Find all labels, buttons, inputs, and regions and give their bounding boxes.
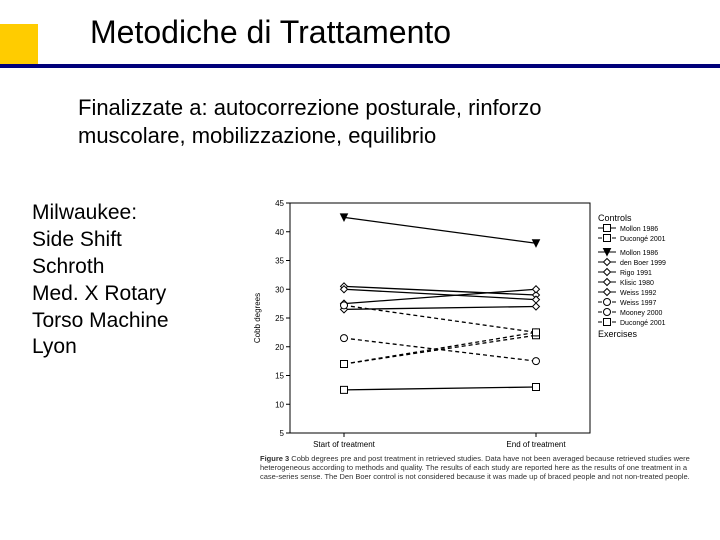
- line-chart: 5 10 15 20 25 30 35 40 45 Cobb degrees Start of tr…: [250, 195, 710, 475]
- svg-text:End of treatment: End of treatment: [506, 440, 566, 449]
- list-item: Milwaukee:: [32, 200, 222, 227]
- svg-text:40: 40: [275, 228, 284, 237]
- svg-text:Start of treatment: Start of treatment: [313, 440, 376, 449]
- svg-text:Mooney 2000: Mooney 2000: [620, 310, 663, 317]
- subtitle-text: Finalizzate a: autocorrezione posturale,…: [78, 94, 638, 149]
- svg-text:35: 35: [275, 257, 284, 266]
- list-item: Lyon: [32, 334, 222, 361]
- list-item: Schroth: [32, 254, 222, 281]
- list-item: Med. X Rotary: [32, 281, 222, 308]
- title-underline: [0, 64, 720, 68]
- list-item: Side Shift: [32, 227, 222, 254]
- svg-text:Mollon 1986: Mollon 1986: [620, 226, 658, 233]
- figure-caption: Figure 3 Cobb degrees pre and post treat…: [260, 454, 700, 481]
- svg-text:30: 30: [275, 285, 284, 294]
- svg-text:45: 45: [275, 199, 284, 208]
- svg-text:Controls: Controls: [598, 213, 632, 223]
- svg-text:Ducongé 2001: Ducongé 2001: [620, 236, 666, 243]
- svg-text:25: 25: [275, 314, 284, 323]
- svg-text:Cobb degrees: Cobb degrees: [253, 293, 262, 343]
- svg-text:den Boer 1999: den Boer 1999: [620, 260, 666, 267]
- accent-square: [0, 24, 38, 64]
- svg-text:20: 20: [275, 343, 284, 352]
- svg-text:Weiss 1992: Weiss 1992: [620, 290, 657, 297]
- svg-text:Exercises: Exercises: [598, 329, 638, 339]
- svg-text:Klisic 1980: Klisic 1980: [620, 280, 654, 287]
- list-item: Torso Machine: [32, 308, 222, 335]
- svg-text:10: 10: [275, 400, 284, 409]
- svg-text:Mollon 1986: Mollon 1986: [620, 250, 658, 257]
- svg-text:Weiss 1997: Weiss 1997: [620, 300, 657, 307]
- svg-text:Rigo 1991: Rigo 1991: [620, 270, 652, 277]
- caption-body: Cobb degrees pre and post treatment in r…: [260, 454, 690, 481]
- page-title: Metodiche di Trattamento: [90, 14, 451, 51]
- svg-text:Ducongé 2001: Ducongé 2001: [620, 320, 666, 327]
- svg-text:5: 5: [280, 429, 285, 438]
- caption-lead: Figure 3: [260, 454, 289, 463]
- slide: Metodiche di Trattamento Finalizzate a: …: [0, 0, 720, 540]
- svg-text:15: 15: [275, 372, 284, 381]
- methods-list: Milwaukee: Side Shift Schroth Med. X Rot…: [32, 200, 222, 361]
